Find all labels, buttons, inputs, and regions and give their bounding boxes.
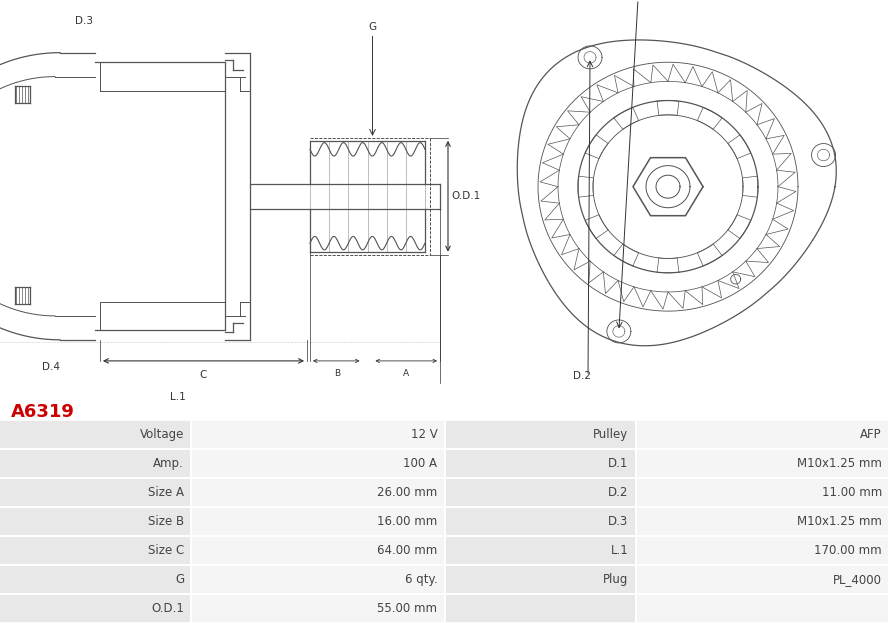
Bar <box>444 420 636 449</box>
Text: PL_4000: PL_4000 <box>833 573 882 586</box>
Text: O.D.1: O.D.1 <box>151 602 184 615</box>
Text: G: G <box>368 22 377 32</box>
Bar <box>0 594 191 623</box>
Text: M10x1.25 mm: M10x1.25 mm <box>797 515 882 528</box>
Bar <box>444 449 636 478</box>
Bar <box>0 478 191 507</box>
Bar <box>191 594 444 623</box>
Text: L.1: L.1 <box>611 544 629 557</box>
Text: 6 qty.: 6 qty. <box>404 573 437 586</box>
Text: 16.00 mm: 16.00 mm <box>377 515 437 528</box>
Text: AFP: AFP <box>861 428 882 441</box>
Text: L.1: L.1 <box>170 392 186 402</box>
Bar <box>636 449 889 478</box>
Bar <box>191 420 444 449</box>
Bar <box>0 565 191 594</box>
Text: 100 A: 100 A <box>404 457 437 470</box>
Text: Voltage: Voltage <box>140 428 184 441</box>
Text: G: G <box>175 573 184 586</box>
Text: A: A <box>404 369 409 378</box>
Bar <box>444 478 636 507</box>
Text: D.3: D.3 <box>608 515 629 528</box>
Bar <box>444 565 636 594</box>
Text: Size B: Size B <box>148 515 184 528</box>
Text: D.3: D.3 <box>75 16 93 26</box>
Bar <box>636 478 889 507</box>
Bar <box>636 536 889 565</box>
Bar <box>636 507 889 536</box>
Text: C: C <box>200 369 207 379</box>
Text: B: B <box>333 369 340 378</box>
Bar <box>636 594 889 623</box>
Text: Size C: Size C <box>148 544 184 557</box>
Text: D.2: D.2 <box>608 486 629 499</box>
Bar <box>191 565 444 594</box>
Text: Plug: Plug <box>603 573 629 586</box>
Bar <box>0 449 191 478</box>
Bar <box>636 420 889 449</box>
Text: D.2: D.2 <box>573 371 591 381</box>
Text: M10x1.25 mm: M10x1.25 mm <box>797 457 882 470</box>
Bar <box>0 420 191 449</box>
Bar <box>636 565 889 594</box>
Bar <box>191 536 444 565</box>
Text: 170.00 mm: 170.00 mm <box>814 544 882 557</box>
Text: 55.00 mm: 55.00 mm <box>378 602 437 615</box>
Text: Amp.: Amp. <box>153 457 184 470</box>
Bar <box>444 594 636 623</box>
Bar <box>191 507 444 536</box>
Bar <box>191 449 444 478</box>
Text: Size A: Size A <box>148 486 184 499</box>
Bar <box>191 478 444 507</box>
Text: Pulley: Pulley <box>593 428 629 441</box>
Text: O.D.1: O.D.1 <box>451 191 480 201</box>
Text: A6319: A6319 <box>11 403 75 421</box>
Text: 26.00 mm: 26.00 mm <box>377 486 437 499</box>
Bar <box>0 507 191 536</box>
Text: 12 V: 12 V <box>411 428 437 441</box>
Text: 64.00 mm: 64.00 mm <box>377 544 437 557</box>
Text: D.1: D.1 <box>608 457 629 470</box>
Text: 11.00 mm: 11.00 mm <box>821 486 882 499</box>
Text: D.4: D.4 <box>42 361 60 372</box>
Bar <box>0 536 191 565</box>
Bar <box>444 536 636 565</box>
Bar <box>444 507 636 536</box>
